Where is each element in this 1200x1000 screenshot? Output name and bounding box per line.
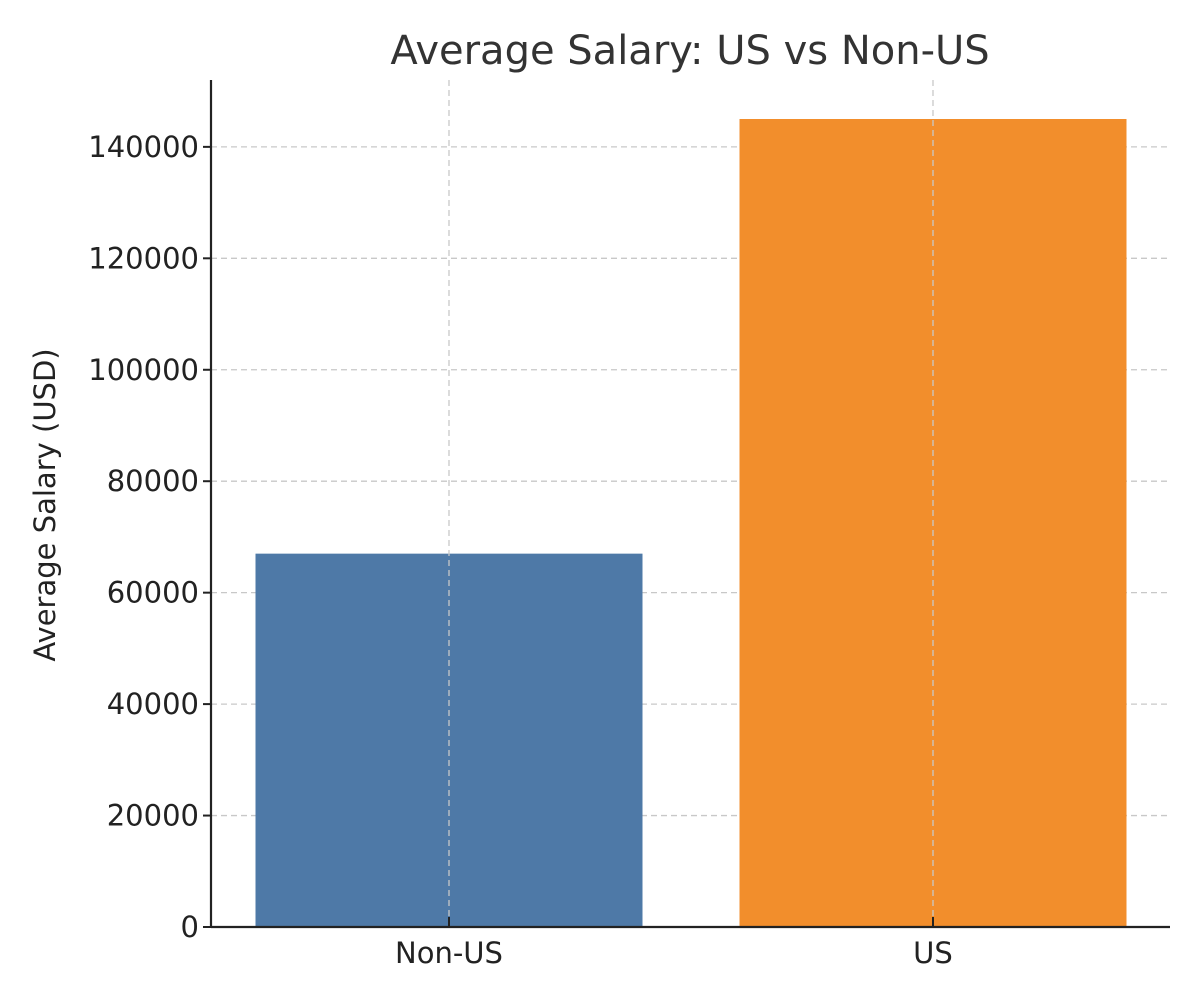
- axes-layer: [209, 80, 1170, 929]
- y-tick-label: 80000: [107, 464, 199, 498]
- ticks-layer: 0 20000 40000 60000 80000 100000 120000 140000 N…: [88, 130, 953, 970]
- y-tick-label: 120000: [88, 241, 199, 275]
- x-tick-label: Non-US: [395, 936, 503, 970]
- y-axis-label: Average Salary (USD): [28, 348, 62, 661]
- bars-layer: [255, 80, 1127, 927]
- chart-title: Average Salary: US vs Non-US: [390, 28, 989, 74]
- y-tick-label: 60000: [107, 576, 199, 610]
- y-tick-label: 20000: [107, 799, 199, 833]
- y-tick-label: 0: [181, 910, 199, 944]
- y-tick-label: 40000: [107, 687, 199, 721]
- y-tick-label: 100000: [88, 353, 199, 387]
- x-tick-label: US: [913, 936, 953, 970]
- y-tick-label: 140000: [88, 130, 199, 164]
